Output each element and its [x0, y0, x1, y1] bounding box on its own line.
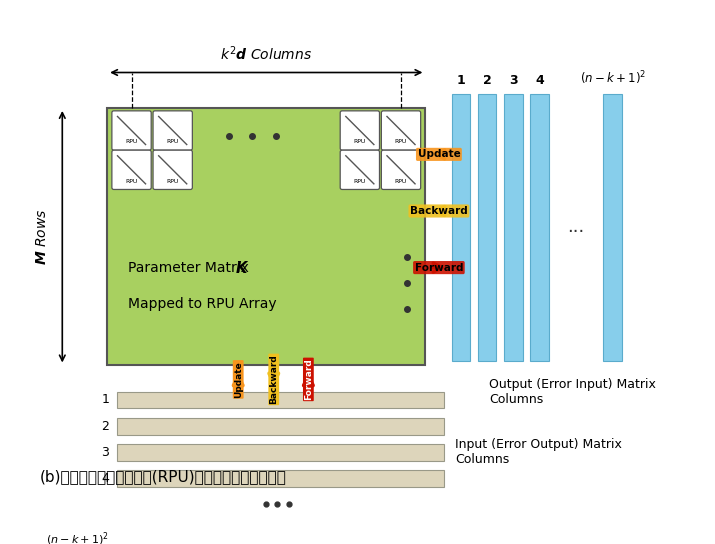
FancyBboxPatch shape: [340, 150, 380, 189]
Text: 4: 4: [535, 73, 544, 86]
Text: $\boldsymbol{M}$ Rows: $\boldsymbol{M}$ Rows: [35, 208, 49, 265]
Bar: [603, 94, 622, 361]
Bar: [117, 392, 444, 409]
Text: RPU: RPU: [167, 139, 179, 144]
FancyBboxPatch shape: [153, 150, 192, 189]
Text: 3: 3: [509, 73, 518, 86]
Text: 3: 3: [102, 446, 109, 459]
Text: Input (Error Output) Matrix
Columns: Input (Error Output) Matrix Columns: [455, 438, 622, 466]
Text: Output (Error Input) Matrix
Columns: Output (Error Input) Matrix Columns: [489, 378, 656, 405]
FancyBboxPatch shape: [381, 150, 420, 189]
FancyBboxPatch shape: [153, 111, 192, 150]
Bar: [478, 94, 496, 361]
Text: (b)卷积层与忆阻处理单元(RPU)阵列的映射关系示意图: (b)卷积层与忆阻处理单元(RPU)阵列的映射关系示意图: [40, 469, 287, 484]
Text: Update: Update: [418, 150, 460, 159]
Text: $\boldsymbol{K}$: $\boldsymbol{K}$: [235, 259, 250, 276]
Bar: [530, 94, 549, 361]
Text: 2: 2: [102, 419, 109, 432]
Text: RPU: RPU: [125, 178, 138, 183]
Bar: [117, 418, 444, 435]
Text: Mapped to RPU Array: Mapped to RPU Array: [128, 296, 277, 311]
Text: ...: ...: [568, 218, 585, 236]
FancyBboxPatch shape: [340, 111, 380, 150]
Text: Forward: Forward: [415, 263, 463, 273]
Text: RPU: RPU: [395, 139, 408, 144]
FancyBboxPatch shape: [112, 111, 151, 150]
Text: RPU: RPU: [167, 178, 179, 183]
Text: RPU: RPU: [395, 178, 408, 183]
Text: 4: 4: [102, 472, 109, 485]
Text: 1: 1: [456, 73, 465, 86]
Text: Backward: Backward: [270, 355, 278, 404]
Text: $(n-k+1)^2$: $(n-k+1)^2$: [46, 530, 109, 544]
Text: RPU: RPU: [354, 178, 366, 183]
Bar: [452, 94, 470, 361]
Text: $(n-k+1)^2$: $(n-k+1)^2$: [580, 69, 646, 86]
Text: 1: 1: [102, 393, 109, 406]
Text: Backward: Backward: [410, 206, 468, 216]
Bar: [504, 94, 523, 361]
Text: $\boldsymbol{k^2d}$ Columns: $\boldsymbol{k^2d}$ Columns: [220, 45, 312, 63]
Text: RPU: RPU: [125, 139, 138, 144]
Text: 2: 2: [483, 73, 491, 86]
Text: Forward: Forward: [304, 358, 313, 400]
Text: Parameter Matrix: Parameter Matrix: [128, 261, 253, 275]
FancyBboxPatch shape: [112, 150, 151, 189]
Bar: [117, 530, 444, 544]
Text: RPU: RPU: [354, 139, 366, 144]
Text: Update: Update: [234, 361, 242, 398]
FancyBboxPatch shape: [381, 111, 420, 150]
Bar: [117, 444, 444, 461]
Bar: [117, 470, 444, 487]
Bar: [107, 108, 425, 366]
